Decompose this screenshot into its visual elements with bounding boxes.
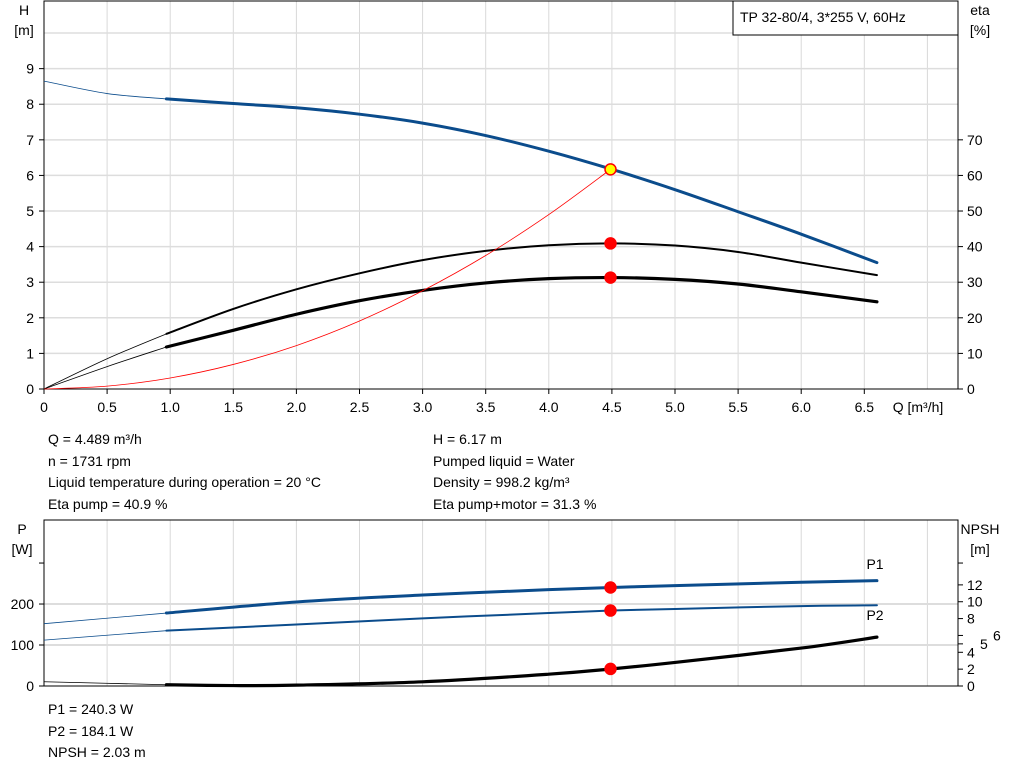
y2-tick-label: 20 — [967, 310, 983, 326]
operating-point-P2 — [604, 604, 617, 617]
y2-axis-unit: [%] — [970, 22, 990, 38]
operating-point-H — [604, 163, 617, 176]
y2-tick-label: 2 — [967, 661, 975, 677]
y2-tick-label: 30 — [967, 274, 983, 290]
info-right: H = 6.17 m Pumped liquid = Water Density… — [433, 429, 596, 515]
series-label-p1: P1 — [866, 556, 883, 572]
y2-tick-label: 0 — [967, 678, 975, 694]
y-axis-unit: [m] — [14, 22, 33, 38]
y-tick-label: 4 — [26, 239, 34, 255]
x-tick-label: 1.5 — [224, 399, 244, 415]
series-label-p2: P2 — [866, 607, 883, 623]
x-tick-label: 1.0 — [160, 399, 180, 415]
info-bottom: P1 = 240.3 W P2 = 184.1 W NPSH = 2.03 m — [48, 699, 146, 764]
curve-NPSH — [164, 635, 879, 688]
y-axis-label: H — [19, 2, 29, 18]
x-tick-label: 3.0 — [413, 399, 433, 415]
x-tick-label: 5.5 — [728, 399, 748, 415]
y2-tick-label: 5 — [980, 636, 988, 652]
y-tick-label: 5 — [26, 203, 34, 219]
x-tick-label: 3.5 — [476, 399, 496, 415]
info-temperature: Liquid temperature during operation = 20… — [48, 474, 321, 490]
y2-tick-label: 70 — [967, 132, 983, 148]
y2-tick-label: 6 — [993, 627, 1001, 643]
x-tick-label: 5.0 — [665, 399, 685, 415]
x-tick-label: 4.0 — [539, 399, 559, 415]
y-axis-unit: [W] — [12, 541, 33, 557]
info-npsh: NPSH = 2.03 m — [48, 744, 146, 760]
curve-H — [164, 97, 879, 265]
y-tick-label: 0 — [26, 678, 34, 694]
info-speed: n = 1731 rpm — [48, 452, 131, 469]
y-tick-label: 3 — [26, 274, 34, 290]
info-left: Q = 4.489 m³/h n = 1731 rpm Liquid tempe… — [48, 429, 321, 515]
operating-point-eta_pump — [604, 237, 617, 250]
y2-axis-unit: [m] — [970, 541, 989, 557]
operating-point-P1 — [604, 581, 617, 594]
curve-P1-extrapolated — [43, 612, 167, 625]
y2-tick-label: 40 — [967, 239, 983, 255]
info-liquid: Pumped liquid = Water — [433, 452, 575, 469]
y2-axis-label: eta — [970, 2, 990, 18]
curve-eta_pump_motor — [164, 275, 879, 349]
info-eta-pump-motor: Eta pump+motor = 31.3 % — [433, 495, 597, 512]
y2-tick-label: 10 — [967, 345, 983, 361]
y-tick-label: 7 — [26, 132, 34, 148]
y2-tick-label: 60 — [967, 167, 983, 183]
y2-tick-label: 4 — [967, 644, 975, 660]
info-density: Density = 998.2 kg/m³ — [433, 474, 570, 490]
x-axis-label: Q [m³/h] — [893, 399, 944, 415]
y2-tick-label: 12 — [967, 577, 983, 593]
curve-eta_pump — [165, 242, 878, 335]
y2-tick-label: 50 — [967, 203, 983, 219]
legend-box — [732, 0, 959, 36]
y-tick-label: 2 — [26, 310, 34, 326]
legend-title: TP 32-80/4, 3*255 V, 60Hz — [740, 9, 906, 25]
x-tick-label: 2.5 — [350, 399, 370, 415]
x-tick-label: 6.5 — [855, 399, 875, 415]
curve-system — [43, 169, 611, 390]
y-tick-label: 6 — [26, 167, 34, 183]
y-tick-label: 100 — [11, 637, 35, 653]
operating-point-eta_pump_motor — [604, 271, 617, 284]
x-tick-label: 4.5 — [602, 399, 622, 415]
curve-eta_pump-extrapolated — [43, 333, 167, 390]
y2-tick-label: 10 — [967, 594, 983, 610]
curve-NPSH-extrapolated — [43, 681, 167, 686]
plot-frame — [43, 0, 959, 390]
y2-tick-label: 8 — [967, 611, 975, 627]
curve-P2 — [165, 604, 878, 632]
info-head: H = 6.17 m — [433, 431, 502, 447]
curve-P1 — [164, 579, 879, 615]
x-tick-label: 0 — [40, 399, 48, 415]
curve-eta_pump_motor-extrapolated — [43, 346, 167, 390]
plot-frame — [43, 519, 959, 687]
x-tick-label: 6.0 — [791, 399, 811, 415]
y2-tick-label: 0 — [967, 381, 975, 397]
curve-P2-extrapolated — [43, 630, 167, 641]
info-q: Q = 4.489 m³/h — [48, 431, 142, 447]
y-tick-label: 8 — [26, 96, 34, 112]
info-eta-pump: Eta pump = 40.9 % — [48, 495, 168, 512]
info-p2: P2 = 184.1 W — [48, 722, 134, 739]
operating-point-NPSH — [604, 662, 617, 676]
x-tick-label: 2.0 — [287, 399, 307, 415]
curve-H-extrapolated — [43, 80, 167, 100]
y2-axis-label: NPSH — [961, 521, 1000, 537]
x-tick-label: 0.5 — [97, 399, 117, 415]
info-p1: P1 = 240.3 W — [48, 701, 134, 717]
y-tick-label: 9 — [26, 61, 34, 77]
y-axis-label: P — [17, 521, 26, 537]
y-tick-label: 0 — [26, 381, 34, 397]
y-tick-label: 1 — [26, 345, 34, 361]
y-tick-label: 200 — [11, 596, 35, 612]
